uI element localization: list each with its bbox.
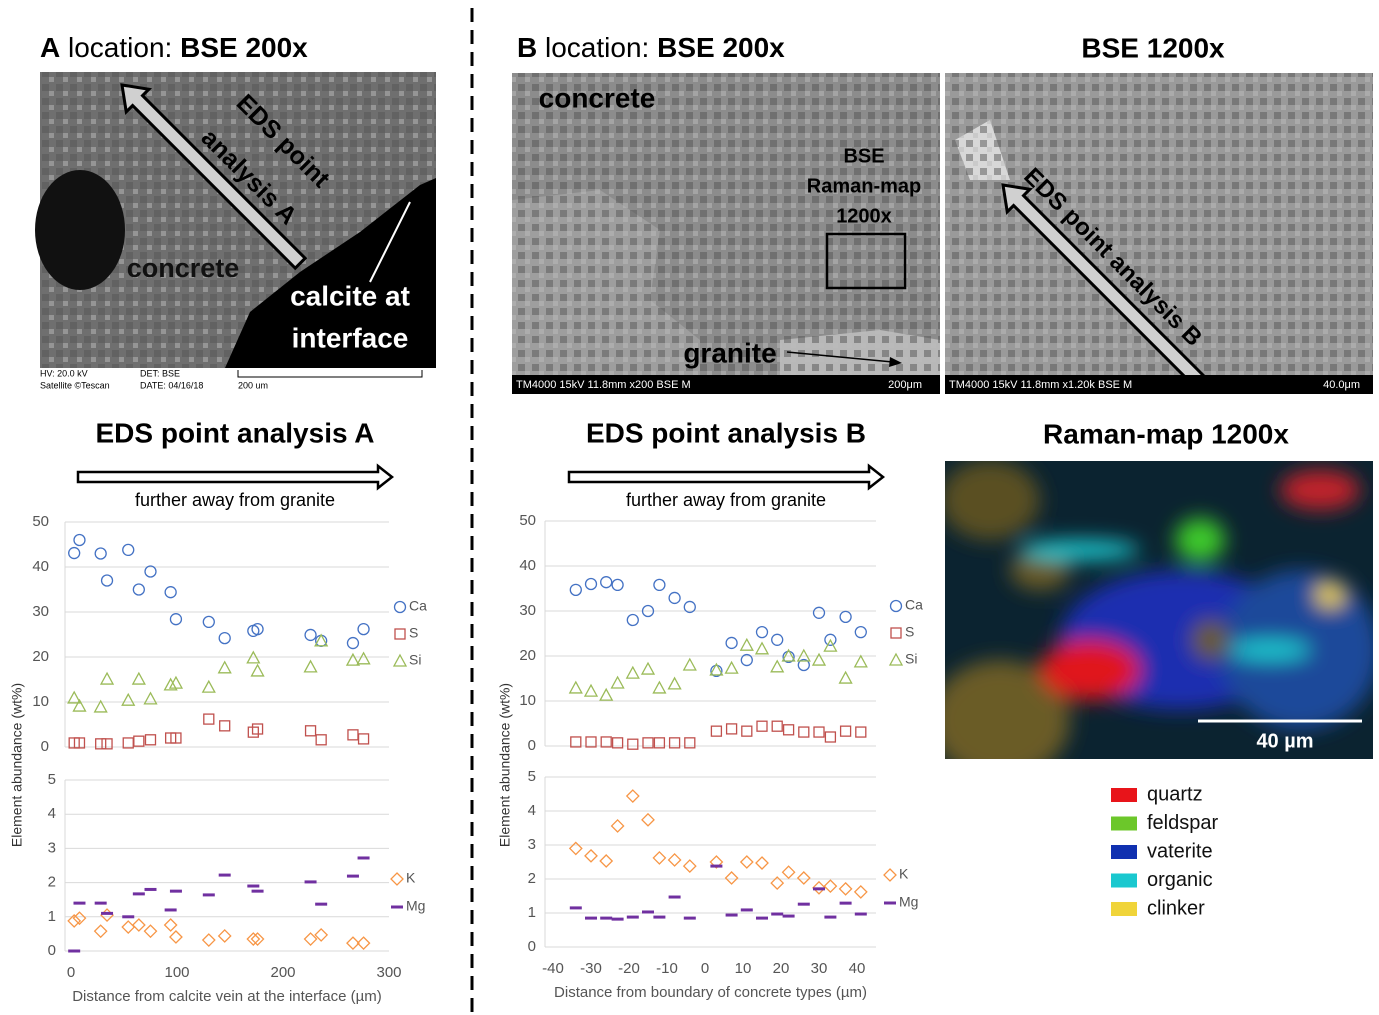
footer-text: 200 um	[238, 380, 268, 390]
legend-label: S	[905, 624, 914, 640]
x-tick-label: 10	[735, 960, 752, 977]
legend-swatch	[1111, 845, 1137, 859]
footer-text: 200μm	[888, 379, 922, 391]
heading-part: B	[517, 32, 537, 63]
image-label: concrete	[539, 82, 656, 113]
heading-a: A location: BSE 200x	[40, 32, 308, 63]
image-label: 1200x	[836, 205, 892, 227]
y-tick-label: 40	[519, 557, 536, 574]
y-tick-label: 0	[48, 942, 56, 959]
image-c: EDS point analysis B TM4000 15kV 11.8mm …	[945, 73, 1373, 394]
image-label: granite	[683, 337, 776, 368]
y-tick-label: 30	[519, 602, 536, 619]
y-tick-label: 20	[32, 648, 49, 665]
scale-label: 40 µm	[1256, 730, 1313, 752]
image-a: EDS point analysis A concrete calcite at…	[35, 72, 436, 390]
y-tick-label: 10	[519, 692, 536, 709]
y-tick-label: 1	[48, 908, 56, 925]
y-axis-label: Element abundance (wt%)	[497, 683, 513, 847]
legend-label: Si	[409, 652, 421, 668]
heading-part: BSE 200x	[657, 32, 785, 63]
heading-part: location:	[68, 32, 172, 63]
x-tick-label: 100	[164, 964, 189, 981]
figure: A location: BSE 200x B location: BSE 200…	[0, 0, 1379, 1015]
heading-b: B location: BSE 200x	[517, 32, 785, 63]
x-tick-label: 200	[270, 964, 295, 981]
footer-text: TM4000 15kV 11.8mm x200 BSE M	[516, 379, 691, 391]
x-tick-label: 40	[849, 960, 866, 977]
raman-heading: Raman-map 1200x	[1043, 418, 1289, 449]
y-tick-label: 5	[528, 768, 536, 785]
y-tick-label: 4	[528, 802, 536, 819]
y-tick-label: 2	[48, 874, 56, 891]
chart-title: EDS point analysis B	[586, 417, 866, 448]
x-tick-label: 300	[376, 964, 401, 981]
heading-part: A	[40, 32, 60, 63]
legend-label: Mg	[899, 894, 918, 910]
legend-label: K	[899, 866, 909, 882]
x-tick-label: 0	[701, 960, 709, 977]
legend-label: Ca	[409, 598, 427, 614]
y-tick-label: 0	[528, 938, 536, 955]
y-tick-label: 2	[528, 870, 536, 887]
legend-swatch	[1111, 788, 1137, 802]
y-tick-label: 3	[528, 836, 536, 853]
y-tick-label: 40	[32, 558, 49, 575]
legend-label: Mg	[406, 898, 425, 914]
y-tick-label: 0	[41, 738, 49, 755]
x-tick-label: -40	[542, 960, 564, 977]
footer-text: DET: BSE	[140, 368, 180, 378]
image-label: concrete	[127, 253, 240, 283]
legend-swatch	[1111, 817, 1137, 831]
image-label: calcite at	[290, 280, 410, 311]
image-b: concrete BSE Raman-map 1200x granite TM4…	[512, 73, 940, 394]
chart-subtitle: further away from granite	[626, 490, 826, 510]
y-tick-label: 30	[32, 603, 49, 620]
raman-image: 40 µm	[930, 460, 1379, 780]
y-tick-label: 10	[32, 693, 49, 710]
x-tick-label: 30	[811, 960, 828, 977]
legend-label: quartz	[1147, 783, 1203, 805]
y-axis-label: Element abundance (wt%)	[9, 683, 25, 847]
chart-subtitle: further away from granite	[135, 490, 335, 510]
legend-label: vaterite	[1147, 840, 1213, 862]
footer-text: Satellite ©Tescan	[40, 380, 110, 390]
legend-label: organic	[1147, 869, 1213, 891]
heading-c: BSE 1200x	[1081, 32, 1225, 63]
footer-text: 40.0μm	[1323, 379, 1360, 391]
heading-part: BSE 200x	[180, 32, 308, 63]
x-tick-label: -20	[618, 960, 640, 977]
x-axis-label: Distance from calcite vein at the interf…	[72, 988, 382, 1005]
legend-label: K	[406, 870, 416, 886]
legend-label: feldspar	[1147, 812, 1218, 834]
x-tick-label: 20	[773, 960, 790, 977]
image-label: interface	[292, 322, 409, 353]
x-tick-label: 0	[67, 964, 75, 981]
legend-swatch	[1111, 902, 1137, 916]
x-tick-label: -30	[580, 960, 602, 977]
heading-part: location:	[545, 32, 649, 63]
y-tick-label: 50	[32, 513, 49, 530]
y-tick-label: 20	[519, 647, 536, 664]
legend-label: clinker	[1147, 897, 1205, 919]
y-tick-label: 5	[48, 771, 56, 788]
image-label: Raman-map	[807, 175, 921, 197]
legend-label: Si	[905, 651, 917, 667]
footer-text: DATE: 04/16/18	[140, 380, 203, 390]
y-tick-label: 1	[528, 904, 536, 921]
legend-label: Ca	[905, 597, 923, 613]
x-axis-label: Distance from boundary of concrete types…	[554, 984, 867, 1001]
footer-text: HV: 20.0 kV	[40, 368, 88, 378]
footer-text: TM4000 15kV 11.8mm x1.20k BSE M	[949, 379, 1132, 391]
image-label: BSE	[843, 145, 884, 167]
legend-label: S	[409, 625, 418, 641]
y-tick-label: 3	[48, 839, 56, 856]
legend-swatch	[1111, 874, 1137, 888]
y-tick-label: 4	[48, 805, 56, 822]
y-tick-label: 50	[519, 512, 536, 529]
x-tick-label: -10	[656, 960, 678, 977]
chart-title: EDS point analysis A	[95, 417, 374, 448]
y-tick-label: 0	[528, 737, 536, 754]
